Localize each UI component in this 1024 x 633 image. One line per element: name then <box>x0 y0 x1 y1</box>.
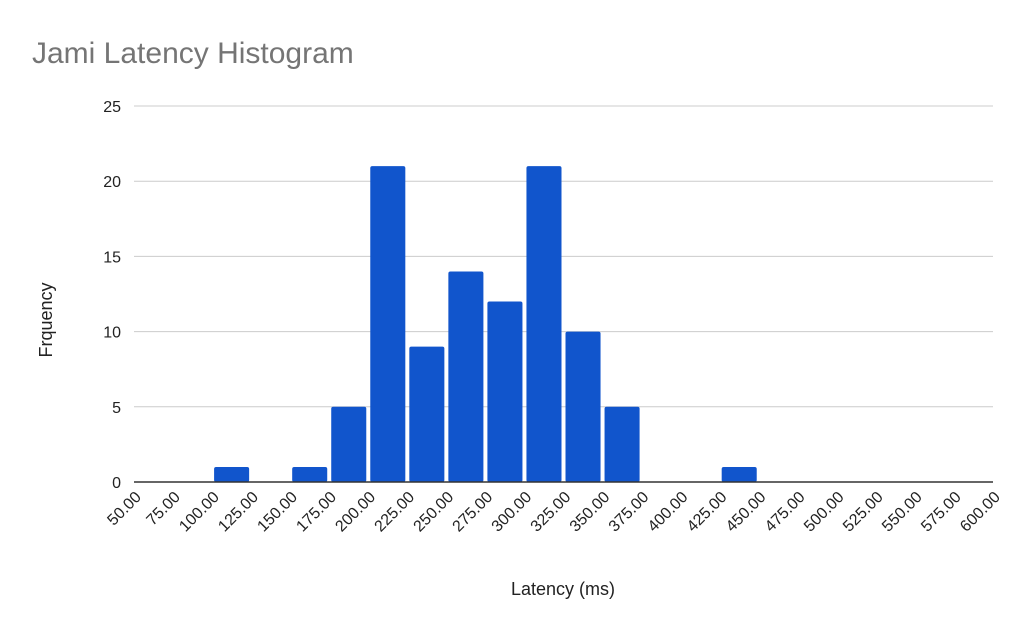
histogram-bar <box>409 346 445 482</box>
x-tick-label: 575.00 <box>918 489 965 536</box>
y-axis-ticks: 0 5 10 15 20 25 <box>103 99 121 492</box>
x-axis-title: Latency (ms) <box>511 579 615 599</box>
y-tick-label: 20 <box>103 174 121 191</box>
histogram-bar <box>448 271 484 482</box>
x-tick-label: 350.00 <box>567 489 614 536</box>
x-tick-label: 175.00 <box>293 489 340 536</box>
x-tick-label: 450.00 <box>723 489 770 536</box>
x-tick-label: 500.00 <box>801 489 848 536</box>
y-axis-title: Frquency <box>36 282 56 357</box>
x-tick-label: 125.00 <box>215 489 262 536</box>
x-axis-ticks: 50.0075.00100.00125.00150.00175.00200.00… <box>104 489 1003 536</box>
x-tick-label: 200.00 <box>332 489 379 536</box>
x-tick-label: 375.00 <box>606 489 653 536</box>
histogram-bar <box>604 406 640 482</box>
y-tick-label: 10 <box>103 325 121 342</box>
histogram-bar <box>526 166 562 482</box>
y-tick-label: 0 <box>112 475 121 492</box>
x-tick-label: 475.00 <box>762 489 809 536</box>
x-tick-label: 425.00 <box>684 489 731 536</box>
x-tick-label: 600.00 <box>957 489 1004 536</box>
x-tick-label: 275.00 <box>450 489 497 536</box>
histogram-bar <box>565 331 601 482</box>
x-tick-label: 300.00 <box>489 489 536 536</box>
x-tick-label: 150.00 <box>254 489 301 536</box>
histogram-bar <box>487 301 523 482</box>
histogram-bar <box>370 166 406 482</box>
histogram-bar <box>721 466 757 482</box>
x-tick-label: 325.00 <box>528 489 575 536</box>
y-tick-label: 15 <box>103 249 121 266</box>
bars <box>214 166 757 482</box>
histogram-bar <box>331 406 367 482</box>
x-tick-label: 50.00 <box>104 489 144 529</box>
x-tick-label: 550.00 <box>879 489 926 536</box>
x-tick-label: 225.00 <box>372 489 419 536</box>
gridlines <box>134 105 993 408</box>
x-tick-label: 100.00 <box>176 489 223 536</box>
y-tick-label: 25 <box>103 99 121 116</box>
histogram-bar <box>214 466 250 482</box>
y-tick-label: 5 <box>112 400 121 417</box>
histogram-bar <box>292 466 328 482</box>
x-tick-label: 525.00 <box>840 489 887 536</box>
chart-title: Jami Latency Histogram <box>32 37 354 70</box>
x-tick-label: 250.00 <box>411 489 458 536</box>
x-tick-label: 400.00 <box>645 489 692 536</box>
